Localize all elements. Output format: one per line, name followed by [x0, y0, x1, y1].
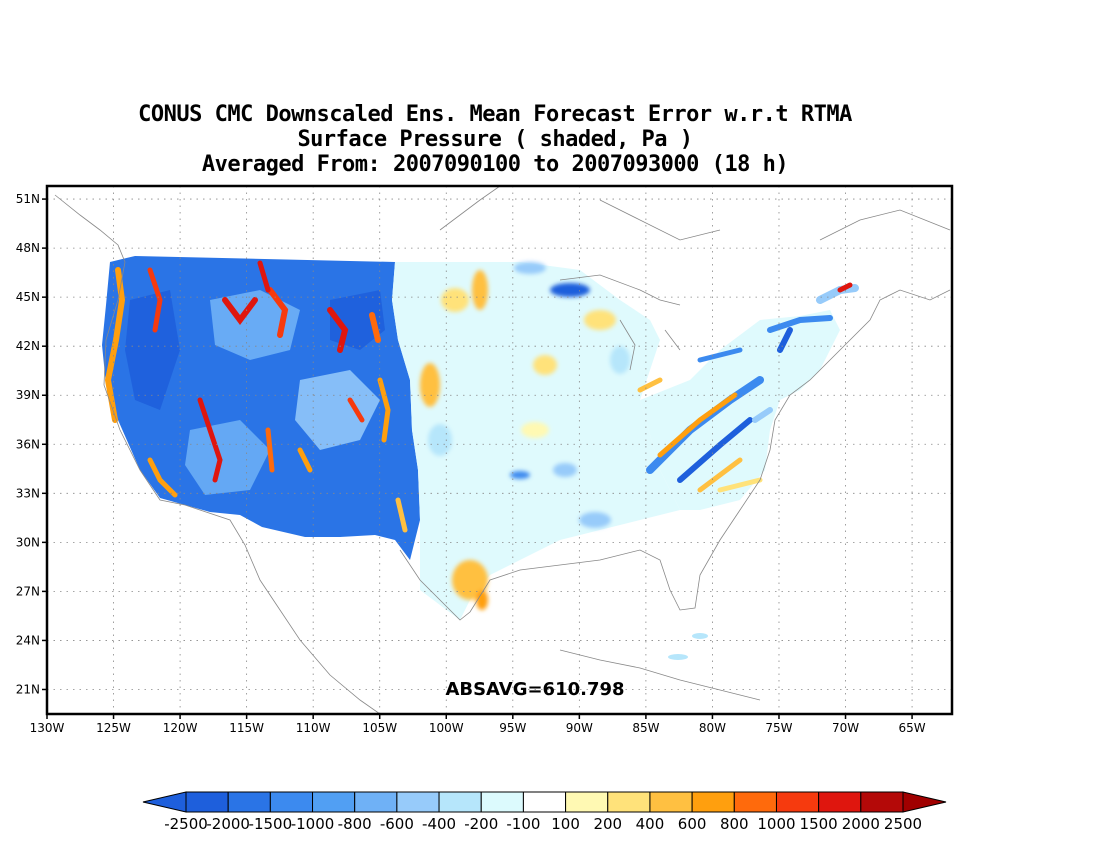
lat-tick-label: 51N — [16, 192, 40, 206]
lat-tick-label: 36N — [16, 437, 40, 451]
colorbar-tick-label: -200 — [464, 815, 498, 833]
lat-tick-label: 30N — [16, 535, 40, 549]
title-line-1: CONUS CMC Downscaled Ens. Mean Forecast … — [138, 102, 852, 127]
colorbar-tick-label: -400 — [422, 815, 456, 833]
colorbar-swatch — [269, 791, 314, 813]
lon-tick-label: 65W — [899, 721, 926, 735]
lon-tick-label: 130W — [30, 721, 65, 735]
colorbar-tick-label: -1500 — [249, 815, 293, 833]
lat-tick-label: 45N — [16, 290, 40, 304]
lon-tick-label: 105W — [362, 721, 397, 735]
west-blue-dark-1 — [125, 290, 180, 410]
lon-tick-label: 85W — [632, 721, 659, 735]
west-blue-light-2 — [295, 370, 380, 450]
central-light-region — [392, 262, 680, 620]
lon-tick-label: 95W — [499, 721, 526, 735]
colorbar-swatch — [775, 791, 820, 813]
caribbean-patch — [692, 633, 708, 639]
colorbar — [142, 791, 947, 813]
east-shaded-region — [640, 310, 840, 510]
lon-tick-label: 120W — [163, 721, 198, 735]
lat-tick-label: 21N — [16, 682, 40, 696]
east-streaks — [637, 282, 859, 493]
colorbar-swatch — [649, 791, 693, 813]
central-patches — [420, 262, 630, 610]
colorbar-tick-label: -800 — [338, 815, 372, 833]
lon-tick-label: 80W — [699, 721, 726, 735]
colorbar-swatch — [396, 791, 440, 813]
colorbar-tick-label: -2000 — [206, 815, 250, 833]
lat-tick-label: 24N — [16, 633, 40, 647]
lat-axis-labels: 51N 48N 45N 42N 39N 36N 33N 30N 27N 24N 21N — [16, 192, 47, 696]
title-line-3: Averaged From: 2007090100 to 2007093000 … — [201, 152, 789, 177]
absavg-annotation: ABSAVG=610.798 — [445, 679, 624, 700]
colorbar-tick-label: 400 — [636, 815, 665, 833]
colorbar-tick-label: -1000 — [291, 815, 335, 833]
lon-axis-labels: 130W 125W 120W 115W 110W 105W 100W 95W 90W 85W 80W… — [30, 714, 926, 735]
colorbar-tick-label: -600 — [380, 815, 414, 833]
colorbar-tick-label: 200 — [593, 815, 622, 833]
lon-tick-label: 75W — [765, 721, 792, 735]
colorbar-tick-label: 2500 — [884, 815, 922, 833]
caribbean-patch-2 — [668, 654, 688, 660]
lon-tick-label: 100W — [429, 721, 464, 735]
shaded-field — [102, 256, 859, 660]
colorbar-tick-label: -100 — [506, 815, 540, 833]
colorbar-swatch — [312, 791, 356, 813]
colorbar-swatch — [354, 791, 398, 813]
colorbar-tick-label: 100 — [551, 815, 580, 833]
colorbar-swatch — [227, 791, 271, 813]
lat-tick-label: 42N — [16, 339, 40, 353]
lat-tick-label: 33N — [16, 486, 40, 500]
colorbar-labels: -2500-2000-1500-1000 -800 -600 -400 -200 -100… — [164, 815, 922, 833]
colorbar-over-triangle — [902, 791, 947, 813]
map-title: CONUS CMC Downscaled Ens. Mean Forecast … — [0, 102, 990, 177]
colorbar-tick-label: 1000 — [757, 815, 795, 833]
gridlines — [47, 186, 952, 714]
title-line-2: Surface Pressure ( shaded, Pa ) — [297, 127, 693, 152]
lon-tick-label: 125W — [96, 721, 131, 735]
colorbar-under-triangle — [142, 791, 187, 813]
lon-tick-label: 115W — [229, 721, 264, 735]
west-positive-streaks — [104, 260, 408, 533]
colorbar-swatch — [185, 791, 229, 813]
colorbar-swatch — [607, 791, 651, 813]
plot-frame — [45, 184, 954, 716]
colorbar-swatch — [733, 791, 777, 813]
lon-tick-label: 90W — [566, 721, 593, 735]
west-blue-light-3 — [185, 420, 270, 495]
colorbar-swatch — [438, 791, 482, 813]
colorbar-tick-label: -2500 — [164, 815, 208, 833]
colorbar-swatch — [565, 791, 609, 813]
lon-tick-label: 70W — [832, 721, 859, 735]
colorbar-tick-label: 2000 — [842, 815, 880, 833]
lat-tick-label: 39N — [16, 388, 40, 402]
lat-tick-label: 27N — [16, 584, 40, 598]
lon-tick-label: 110W — [296, 721, 331, 735]
colorbar-swatch — [691, 791, 735, 813]
colorbar-tick-label: 800 — [720, 815, 749, 833]
colorbar-tick-label: 1500 — [800, 815, 838, 833]
colorbar-swatch — [480, 791, 524, 813]
colorbar-tick-label: 600 — [678, 815, 707, 833]
colorbar-swatch — [860, 791, 904, 813]
lat-tick-label: 48N — [16, 241, 40, 255]
colorbar-swatch — [522, 791, 567, 813]
colorbar-swatch — [818, 791, 862, 813]
